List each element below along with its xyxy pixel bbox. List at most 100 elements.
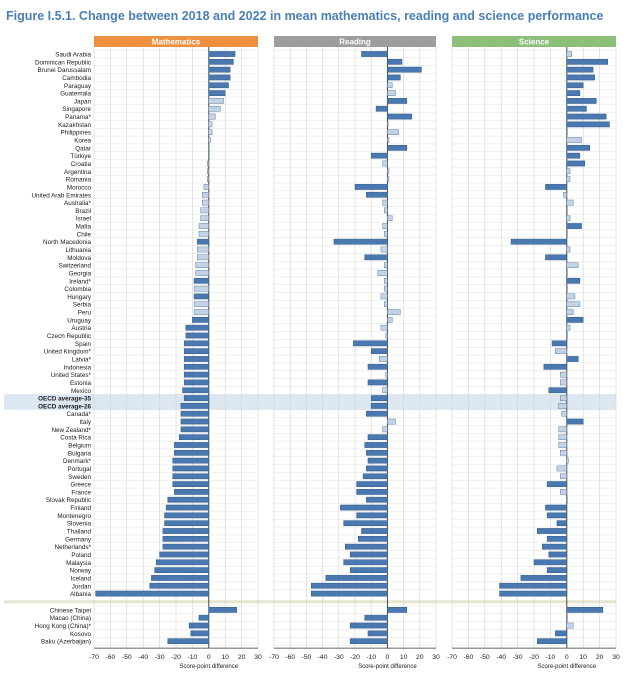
- country-label: Finland: [70, 505, 91, 512]
- bar: [356, 481, 388, 487]
- bar: [560, 395, 567, 401]
- x-tick-label: -60: [285, 654, 295, 661]
- bar: [566, 614, 568, 621]
- bar: [366, 191, 388, 198]
- bar: [387, 121, 389, 128]
- x-tick-label: 10: [579, 654, 587, 661]
- bar: [208, 90, 226, 96]
- bar: [555, 348, 567, 354]
- country-label: Malta: [76, 224, 92, 231]
- bar: [180, 410, 210, 417]
- country-label: Netherlands*: [55, 544, 92, 551]
- bar: [200, 215, 209, 221]
- bar: [356, 489, 388, 495]
- bar: [198, 614, 210, 621]
- country-label: Greece: [70, 482, 91, 489]
- bar: [325, 575, 388, 581]
- country-label: Switzerland: [58, 263, 91, 270]
- bar: [375, 105, 388, 112]
- x-axis-label: Score-point difference: [538, 664, 597, 670]
- bar: [208, 152, 210, 159]
- bar: [387, 317, 393, 323]
- x-tick-label: -30: [334, 654, 344, 661]
- bar: [208, 58, 234, 65]
- bar: [370, 152, 388, 159]
- bar: [387, 98, 408, 104]
- bar: [566, 82, 584, 89]
- bar: [353, 340, 388, 347]
- bar: [185, 324, 210, 331]
- bar: [566, 129, 568, 135]
- bar: [566, 317, 584, 323]
- country-label: Philippines: [61, 130, 91, 137]
- bar: [566, 121, 610, 128]
- country-label: Qatar: [75, 145, 91, 152]
- bar: [556, 520, 568, 527]
- country-label: Kazakhstan: [58, 122, 91, 129]
- country-label: Italy: [79, 419, 91, 426]
- bar: [156, 559, 210, 566]
- bar: [566, 301, 581, 308]
- x-tick-label: -20: [529, 654, 539, 661]
- bar: [548, 387, 568, 394]
- bar: [566, 496, 568, 503]
- x-tick-label: -20: [350, 654, 360, 661]
- panel-header-bg: [452, 36, 616, 47]
- bar: [364, 614, 388, 621]
- country-label: Chinese Taipei: [50, 607, 91, 614]
- country-label: Poland: [71, 552, 91, 559]
- x-tick-label: 10: [221, 654, 229, 661]
- x-tick-label: -10: [187, 654, 197, 661]
- bar: [566, 270, 568, 276]
- bar: [180, 426, 210, 433]
- bar: [499, 582, 568, 589]
- bar: [566, 418, 584, 425]
- bar: [566, 607, 604, 613]
- bar: [382, 199, 388, 206]
- country-label: Hungary: [67, 294, 92, 301]
- x-tick-label: 20: [416, 654, 424, 661]
- bar: [343, 559, 388, 566]
- highlight-bands: [4, 394, 616, 604]
- bar: [387, 168, 390, 175]
- bar: [382, 160, 388, 167]
- bar: [555, 630, 568, 637]
- bar: [387, 74, 401, 81]
- gridlines: [93, 47, 617, 649]
- country-label: Brazil: [75, 208, 91, 215]
- bar: [566, 309, 574, 315]
- bar: [546, 567, 568, 573]
- bar: [197, 254, 209, 261]
- bar: [366, 496, 388, 503]
- country-label: Georgia: [69, 270, 92, 277]
- bar: [520, 575, 568, 581]
- bar: [382, 223, 388, 229]
- bar: [198, 223, 209, 229]
- bar: [380, 246, 388, 253]
- bar: [366, 465, 388, 472]
- bar: [566, 98, 597, 104]
- country-label: Malaysia: [66, 560, 91, 567]
- country-label: Indonesia: [64, 364, 92, 371]
- bar: [380, 324, 388, 331]
- x-tick-label: -40: [318, 654, 328, 661]
- bar: [183, 348, 210, 355]
- country-label: Japan: [74, 98, 92, 105]
- bar: [149, 582, 210, 589]
- country-label: United States*: [51, 372, 92, 379]
- x-tick-label: 0: [207, 654, 211, 661]
- country-label: Ireland*: [69, 278, 91, 285]
- bar: [541, 543, 568, 550]
- country-label: Jordan: [72, 583, 92, 590]
- bar: [154, 567, 210, 573]
- bar: [383, 278, 388, 284]
- figure-title: Figure I.5.1. Change between 2018 and 20…: [6, 9, 604, 23]
- country-label: Portugal: [68, 466, 91, 473]
- country-label: Kosovo: [70, 631, 92, 638]
- bar: [183, 379, 210, 386]
- axes: -70 -60 -50 -40 -30 -20 -10 0 10 20 30 Score-point …: [89, 647, 620, 670]
- bar: [546, 535, 568, 542]
- bar: [560, 489, 567, 495]
- bar: [546, 512, 568, 519]
